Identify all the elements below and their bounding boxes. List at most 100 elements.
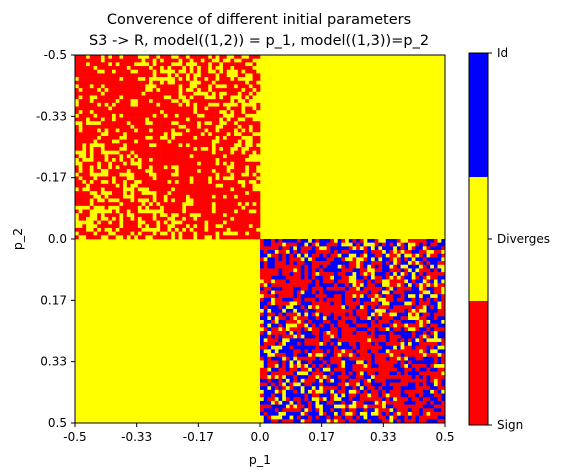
heatmap-cell — [300, 375, 305, 380]
heatmap-cell — [211, 180, 216, 185]
heatmap-cell — [163, 110, 168, 115]
heatmap-cell — [108, 128, 113, 133]
heatmap-cell — [293, 400, 298, 405]
heatmap-cell — [430, 283, 435, 288]
heatmap-cell — [263, 353, 268, 358]
heatmap-cell — [126, 55, 131, 59]
heatmap-cell — [100, 176, 105, 181]
heatmap-cell — [204, 132, 209, 137]
heatmap-cell — [197, 180, 202, 185]
heatmap-cell — [285, 371, 290, 376]
heatmap-cell — [226, 224, 231, 229]
heatmap-cell — [223, 117, 227, 122]
heatmap-cell — [134, 132, 139, 137]
heatmap-cell — [141, 91, 146, 96]
heatmap-cell — [182, 128, 187, 133]
heatmap-cell — [234, 58, 239, 63]
heatmap-cell — [274, 257, 279, 262]
heatmap-cell — [441, 268, 446, 273]
heatmap-cell — [219, 235, 224, 240]
heatmap-cell — [137, 106, 142, 111]
heatmap-cell — [223, 132, 227, 137]
heatmap-cell — [152, 191, 157, 196]
heatmap-cell — [374, 327, 379, 332]
heatmap-cell — [89, 121, 94, 126]
heatmap-cell — [315, 375, 320, 380]
heatmap-cell — [367, 411, 372, 416]
heatmap-cell — [152, 58, 157, 63]
heatmap-cell — [130, 62, 135, 67]
heatmap-cell — [378, 334, 383, 339]
heatmap-cell — [389, 242, 394, 247]
heatmap-cell — [260, 257, 264, 262]
heatmap-cell — [374, 290, 379, 295]
heatmap-cell — [248, 183, 253, 188]
heatmap-cell — [149, 113, 153, 118]
heatmap-cell — [178, 224, 183, 229]
heatmap-cell — [282, 378, 287, 383]
heatmap-cell — [322, 279, 327, 284]
heatmap-cell — [115, 169, 120, 174]
heatmap-cell — [404, 319, 409, 324]
heatmap-cell — [441, 312, 446, 317]
heatmap-cell — [119, 198, 124, 203]
heatmap-cell — [278, 286, 283, 291]
heatmap-cell — [197, 154, 202, 159]
heatmap-cell — [89, 194, 94, 199]
heatmap-cell — [137, 69, 142, 74]
heatmap-cell — [189, 102, 194, 107]
heatmap-cell — [104, 187, 109, 192]
heatmap-cell — [341, 239, 346, 243]
heatmap-cell — [297, 382, 301, 387]
heatmap-cell — [419, 279, 424, 284]
heatmap-cell — [134, 121, 139, 126]
heatmap-cell — [371, 378, 375, 383]
heatmap-cell — [160, 191, 165, 196]
heatmap-cell — [278, 415, 283, 420]
heatmap-cell — [86, 180, 91, 185]
heatmap-cell — [197, 73, 202, 78]
heatmap-cell — [186, 117, 190, 122]
heatmap-cell — [189, 169, 194, 174]
heatmap-cell — [211, 191, 216, 196]
heatmap-cell — [393, 331, 398, 335]
heatmap-cell — [352, 389, 357, 394]
heatmap-cell — [163, 187, 168, 192]
heatmap-cell — [104, 80, 109, 85]
heatmap-cell — [345, 264, 350, 269]
heatmap-cell — [237, 77, 242, 82]
heatmap-cell — [263, 272, 268, 277]
heatmap-cell — [389, 349, 394, 354]
heatmap-cell — [385, 356, 390, 361]
heatmap-cell — [226, 150, 231, 155]
heatmap-cell — [141, 117, 146, 122]
heatmap-cell — [200, 80, 205, 85]
heatmap-cell — [374, 308, 379, 313]
heatmap-cell — [219, 66, 224, 71]
heatmap-cell — [112, 147, 116, 151]
heatmap-cell — [145, 95, 150, 100]
heatmap-cell — [359, 382, 364, 387]
heatmap-cell — [319, 408, 324, 413]
heatmap-cell — [378, 386, 383, 391]
heatmap-cell — [174, 158, 179, 163]
heatmap-cell — [134, 80, 139, 85]
heatmap-cell — [112, 161, 116, 166]
heatmap-cell — [319, 257, 324, 262]
heatmap-cell — [130, 147, 135, 151]
heatmap-cell — [278, 257, 283, 262]
heatmap-cell — [208, 205, 213, 210]
heatmap-cell — [160, 194, 165, 199]
heatmap-cell — [367, 356, 372, 361]
heatmap-cell — [404, 342, 409, 347]
heatmap-cell — [75, 147, 79, 151]
heatmap-cell — [174, 124, 179, 129]
heatmap-cell — [430, 261, 435, 266]
heatmap-cell — [167, 69, 172, 74]
heatmap-cell — [208, 161, 213, 166]
heatmap-cell — [226, 121, 231, 126]
heatmap-cell — [293, 375, 298, 380]
heatmap-cell — [341, 316, 346, 321]
heatmap-cell — [219, 176, 224, 181]
heatmap-cell — [348, 242, 353, 247]
